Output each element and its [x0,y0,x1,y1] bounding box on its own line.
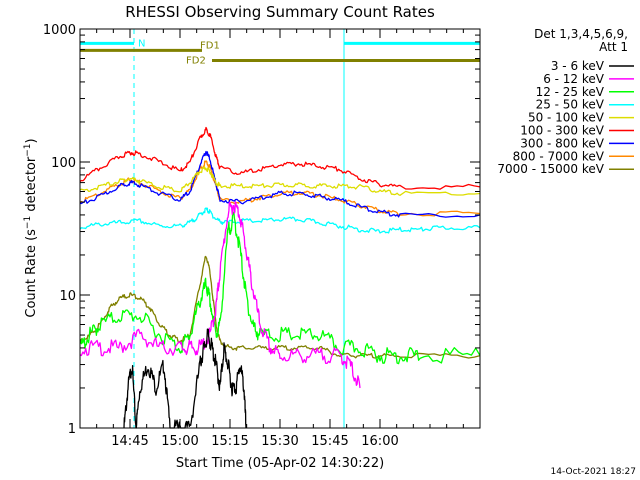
plot-area: N FD1 FD2 [79,29,481,429]
chart-title: RHESSI Observing Summary Count Rates [125,3,435,21]
x-tick-label: 15:45 [311,434,348,449]
legend-header-line-2: Att 1 [599,40,628,54]
legend-label: 6 - 12 keV [543,72,605,86]
x-tick-label: 16:00 [361,434,398,449]
x-tick-label: 15:30 [261,434,298,449]
series-line-25-50-kev [79,207,481,234]
legend-label: 100 - 300 keV [520,124,604,138]
y-tick-label: 1 [68,422,76,437]
y-tick-label: 1000 [43,23,76,38]
series-line-3-6-kev [123,328,247,429]
y-tick-label: 100 [51,156,76,171]
legend-label: 7000 - 15000 keV [497,162,604,176]
x-axis-label: Start Time (05-Apr-02 14:30:22) [176,456,384,471]
flag-label-2: FD1 [200,40,220,51]
x-tick-label: 15:00 [161,434,198,449]
series-line-50-100-kev [79,166,481,196]
legend-header-line-1: Det 1,3,4,5,6,9, [534,27,628,41]
timestamp: 14-Oct-2021 18:27 [551,467,636,477]
legend-label: 800 - 7000 keV [513,149,605,163]
x-tick-label: 15:15 [211,434,248,449]
flag-label-0: N [138,38,145,49]
y-tick-label: 10 [59,289,76,304]
legend-label: 300 - 800 keV [520,136,604,150]
axes: 1 10 100 1000 14:45 15:00 15:15 15:30 15:45 16:00 [43,23,481,449]
flag-label-3: FD2 [186,55,206,66]
series-line-100-300-kev [79,126,481,190]
series-line-6-12-kev [79,201,361,389]
legend-label: 12 - 25 keV [536,85,605,99]
series-line-7000-15000-kev [79,255,481,359]
series-line-12-25-kev [79,211,481,365]
legend-label: 25 - 50 keV [536,98,605,112]
x-tick-label: 14:45 [111,434,148,449]
y-axis-label: Count Rate (s−1 detector−1) [23,138,39,317]
legend-label: 50 - 100 keV [528,111,605,125]
legend-label: 3 - 6 keV [551,59,605,73]
